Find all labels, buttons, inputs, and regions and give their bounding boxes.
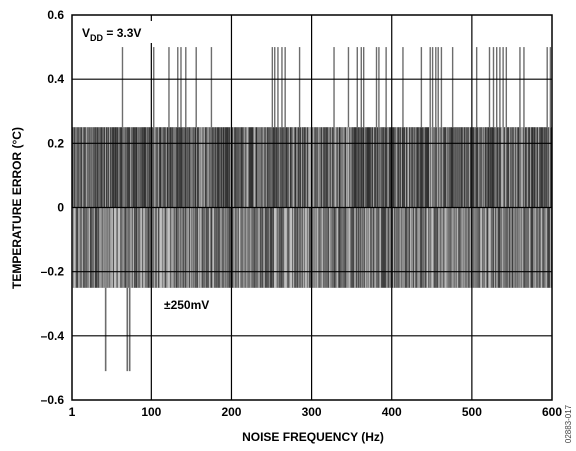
vdd-annotation-main: V — [82, 26, 90, 40]
vdd-annotation-background — [78, 21, 178, 43]
x-tick-label: 300 — [302, 405, 322, 419]
x-tick-label: 1 — [69, 405, 76, 419]
vdd-annotation-rest: = 3.3V — [103, 26, 141, 40]
svg-text:VDD = 3.3V: VDD = 3.3V — [82, 26, 141, 43]
x-tick-label: 500 — [462, 405, 482, 419]
grid — [72, 15, 552, 400]
x-axis-ticks: 1 100 200 300 400 500 600 — [69, 405, 563, 419]
x-tick-label: 200 — [221, 405, 241, 419]
plot-frame — [71, 14, 553, 401]
y-tick-label: –0.6 — [41, 393, 65, 407]
plot-border — [71, 14, 553, 401]
y-tick-label: 0.4 — [47, 72, 64, 86]
x-axis-title: NOISE FREQUENCY (Hz) — [242, 430, 384, 444]
figure-id: 02883-017 — [564, 404, 573, 443]
vdd-annotation: VDD = 3.3V — [78, 21, 178, 43]
error-spikes — [104, 47, 552, 372]
y-tick-label: –0.2 — [41, 265, 65, 279]
y-axis-ticks: 0.6 0.4 0.2 0 –0.2 –0.4 –0.6 — [41, 8, 65, 407]
y-tick-label: 0.6 — [47, 8, 64, 22]
noise-amplitude-label: ±250mV — [164, 298, 209, 312]
y-axis-title: TEMPERATURE ERROR (°C) — [10, 127, 24, 289]
y-tick-label: –0.4 — [41, 329, 65, 343]
x-tick-label: 600 — [542, 405, 562, 419]
y-tick-label: 0.2 — [47, 136, 64, 150]
x-tick-label: 100 — [141, 405, 161, 419]
x-tick-label: 400 — [382, 405, 402, 419]
vdd-annotation-subscript: DD — [90, 33, 103, 43]
y-tick-label: 0 — [57, 201, 64, 215]
